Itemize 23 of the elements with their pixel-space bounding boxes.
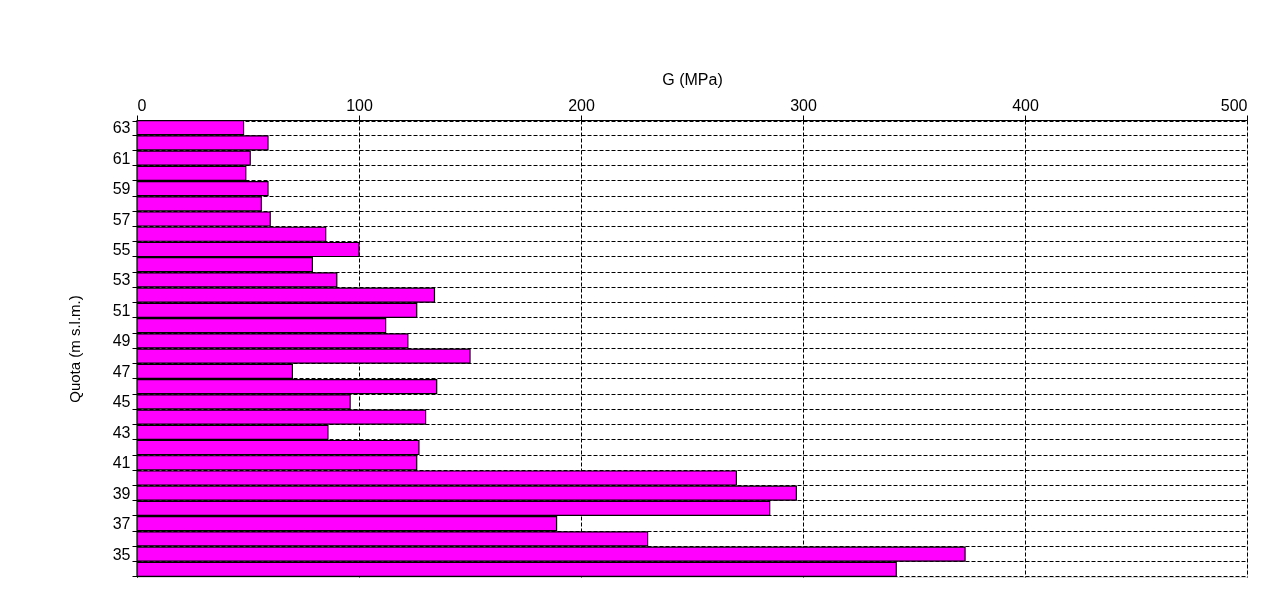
x-tick-label: 100 [346,96,373,114]
y-tick-label: 45 [112,393,131,411]
y-tick-label: 43 [112,423,131,441]
y-tick-label: 39 [112,484,131,502]
x-tick-label: 300 [790,96,817,114]
y-tick-label: 63 [112,119,131,137]
x-axis-title: G (MPa) [662,70,723,88]
y-tick-label: 37 [112,515,131,533]
y-tick-label: 41 [112,454,131,472]
y-tick-label: 35 [112,545,131,563]
x-tick-label: 400 [1012,96,1039,114]
y-tick-label: 53 [112,271,131,289]
y-tick-label: 55 [112,240,131,258]
y-tick-label: 49 [112,332,131,350]
y-tick-label: 47 [112,362,131,380]
x-tick-label: 200 [568,96,595,114]
x-tick-label: 0 [137,96,147,114]
y-tick-label: 61 [112,149,131,167]
y-tick-label: 57 [112,210,131,228]
y-tick-label: 59 [112,180,131,198]
y-axis-title: Quota (m s.l.m.) [65,295,83,403]
y-tick-label: 51 [112,301,131,319]
x-tick-label: 500 [1220,96,1248,114]
